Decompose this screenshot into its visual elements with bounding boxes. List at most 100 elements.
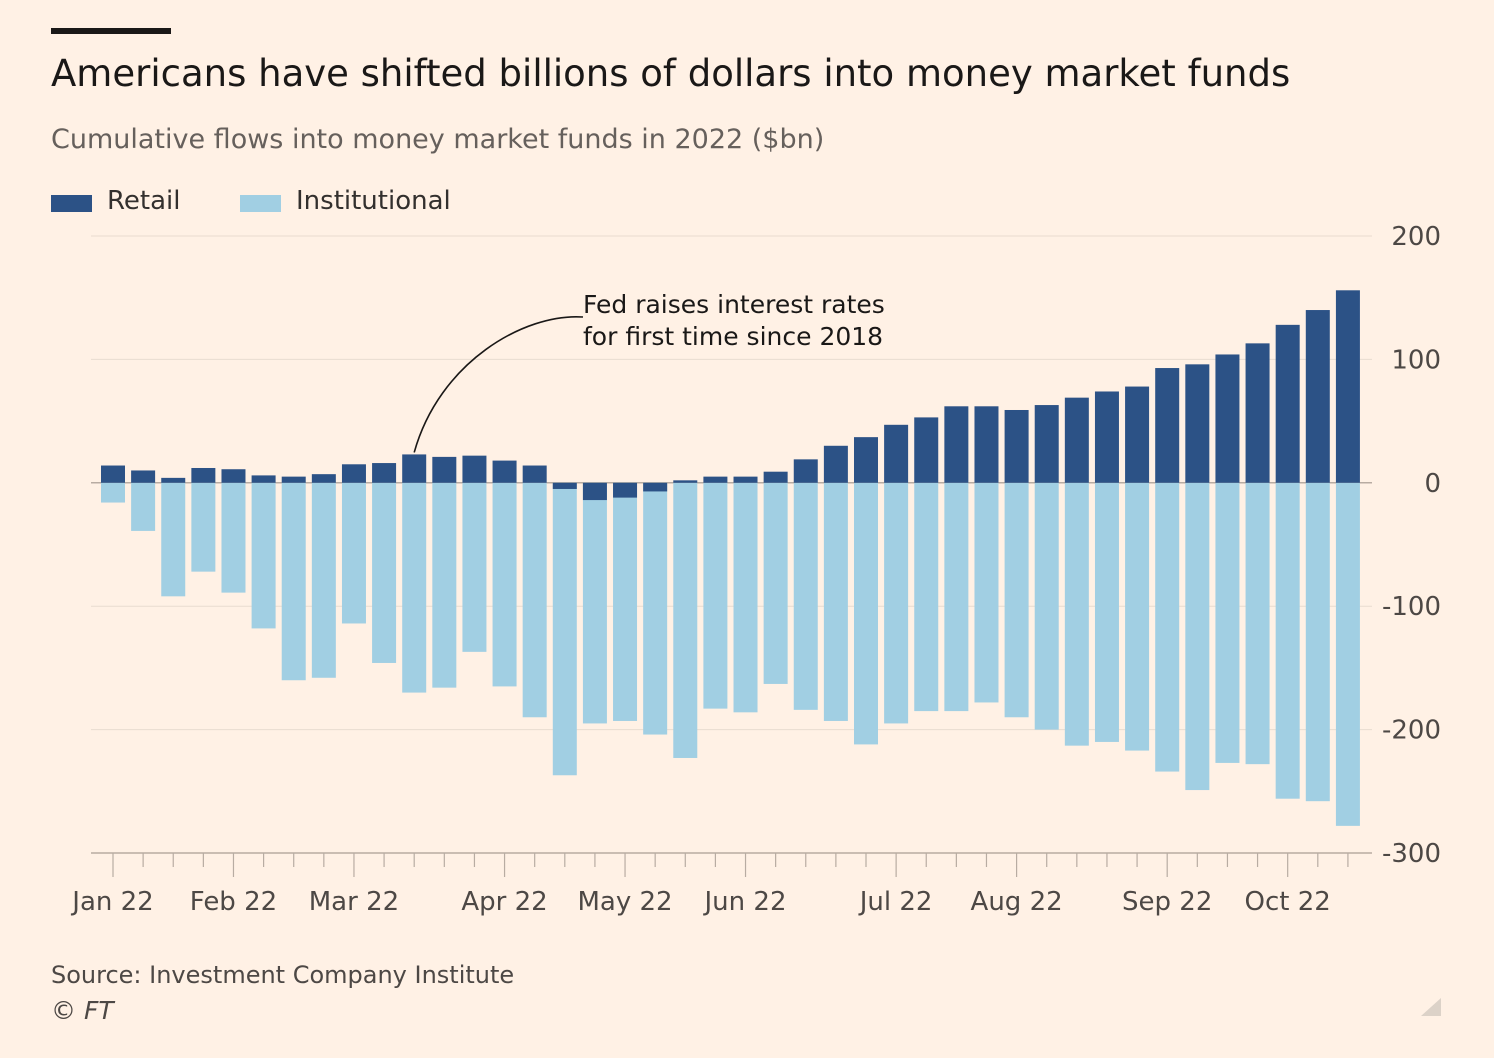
bar-retail: [974, 406, 999, 483]
bar-retail: [1155, 368, 1180, 483]
bar-institutional: [161, 482, 186, 597]
chart-subtitle: Cumulative flows into money market funds…: [51, 124, 825, 155]
bar-retail: [944, 406, 969, 483]
bar-retail: [1335, 290, 1360, 483]
bar-retail: [251, 475, 276, 483]
bar-institutional: [101, 482, 125, 503]
bar-institutional: [221, 482, 246, 593]
bar-institutional: [1275, 482, 1300, 799]
bar-retail: [1245, 343, 1270, 483]
bar-retail: [101, 465, 125, 483]
bar-retail: [643, 482, 668, 492]
legend-swatch-retail: [51, 195, 92, 212]
y-tick-label: -100: [1382, 592, 1441, 622]
bar-institutional: [643, 482, 668, 735]
bar-retail: [552, 482, 577, 489]
bar-retail: [1034, 405, 1059, 483]
y-tick-label: 0: [1424, 469, 1441, 499]
bar-retail: [733, 476, 758, 483]
legend-label-institutional: Institutional: [296, 186, 451, 216]
bar-institutional: [251, 482, 276, 629]
legend-label-retail: Retail: [107, 186, 181, 216]
bar-institutional: [522, 482, 547, 718]
bar-retail: [462, 455, 487, 483]
bar-institutional: [854, 482, 878, 745]
bar-retail: [311, 474, 336, 483]
bar-retail: [1094, 391, 1119, 483]
bar-institutional: [492, 482, 517, 687]
bar-institutional: [793, 482, 818, 710]
bar-institutional: [974, 482, 999, 703]
bar-institutional: [1245, 482, 1270, 765]
copyright-note: © FT: [51, 996, 114, 1025]
x-tick-label: Sep 22: [1122, 887, 1212, 917]
bar-retail: [703, 476, 728, 483]
bar-institutional: [1034, 482, 1059, 730]
annotation-text: Fed raises interest rates: [583, 290, 885, 319]
bar-institutional: [372, 482, 397, 663]
annotation-text: for first time since 2018: [583, 322, 883, 351]
x-tick-label: Aug 22: [971, 887, 1063, 917]
bar-retail: [131, 470, 156, 483]
bar-institutional: [402, 482, 427, 693]
bar-retail: [522, 465, 547, 483]
bar-institutional: [1185, 482, 1210, 791]
bar-institutional: [1004, 482, 1029, 718]
bar-institutional: [1305, 482, 1330, 802]
bar-retail: [281, 476, 306, 483]
bar-retail: [613, 482, 638, 498]
bar-retail: [793, 459, 818, 483]
bar-retail: [1215, 354, 1240, 483]
bar-retail: [402, 454, 427, 483]
x-tick-label: Jan 22: [70, 887, 153, 917]
bar-institutional: [1335, 482, 1360, 826]
bar-retail: [582, 482, 607, 501]
chart-title: Americans have shifted billions of dolla…: [51, 52, 1291, 95]
bar-retail: [221, 469, 246, 483]
bar-retail: [914, 417, 939, 483]
bar-institutional: [613, 482, 638, 721]
bar-institutional: [1125, 482, 1150, 751]
bar-retail: [492, 460, 517, 483]
bar-institutional: [733, 482, 758, 713]
bar-institutional: [703, 482, 728, 709]
bar-retail: [1275, 324, 1300, 483]
bar-retail: [1004, 409, 1029, 483]
bar-institutional: [823, 482, 848, 721]
bar-institutional: [1094, 482, 1119, 742]
annotation-connector: [413, 316, 584, 453]
bar-institutional: [582, 482, 607, 724]
bar-retail: [161, 477, 186, 483]
bar-institutional: [462, 482, 487, 652]
bar-retail: [191, 467, 216, 483]
bar-retail: [1305, 310, 1330, 483]
bar-retail: [823, 445, 848, 483]
bar-institutional: [763, 482, 788, 684]
bar-institutional: [311, 482, 336, 678]
bar-retail: [673, 480, 698, 483]
legend-swatch-institutional: [240, 195, 281, 212]
x-tick-label: Feb 22: [190, 887, 277, 917]
y-tick-label: -200: [1382, 716, 1441, 746]
x-tick-label: Mar 22: [309, 887, 399, 917]
source-note: Source: Investment Company Institute: [51, 961, 515, 989]
bar-retail: [854, 437, 878, 483]
x-tick-label: Jun 22: [703, 887, 787, 917]
bar-retail: [1185, 364, 1210, 483]
bar-institutional: [914, 482, 939, 712]
x-tick-label: May 22: [577, 887, 672, 917]
bar-institutional: [1064, 482, 1089, 746]
bar-retail: [763, 471, 788, 483]
bar-institutional: [884, 482, 909, 724]
y-tick-label: 200: [1391, 222, 1441, 252]
bar-institutional: [1155, 482, 1180, 772]
bar-retail: [1064, 397, 1089, 483]
bar-institutional: [552, 482, 577, 776]
y-tick-label: 100: [1391, 345, 1441, 375]
bar-retail: [341, 464, 366, 483]
bar-retail: [884, 424, 909, 483]
bar-institutional: [944, 482, 969, 712]
bar-retail: [1125, 386, 1150, 483]
bar-institutional: [281, 482, 306, 681]
bar-retail: [432, 456, 457, 483]
